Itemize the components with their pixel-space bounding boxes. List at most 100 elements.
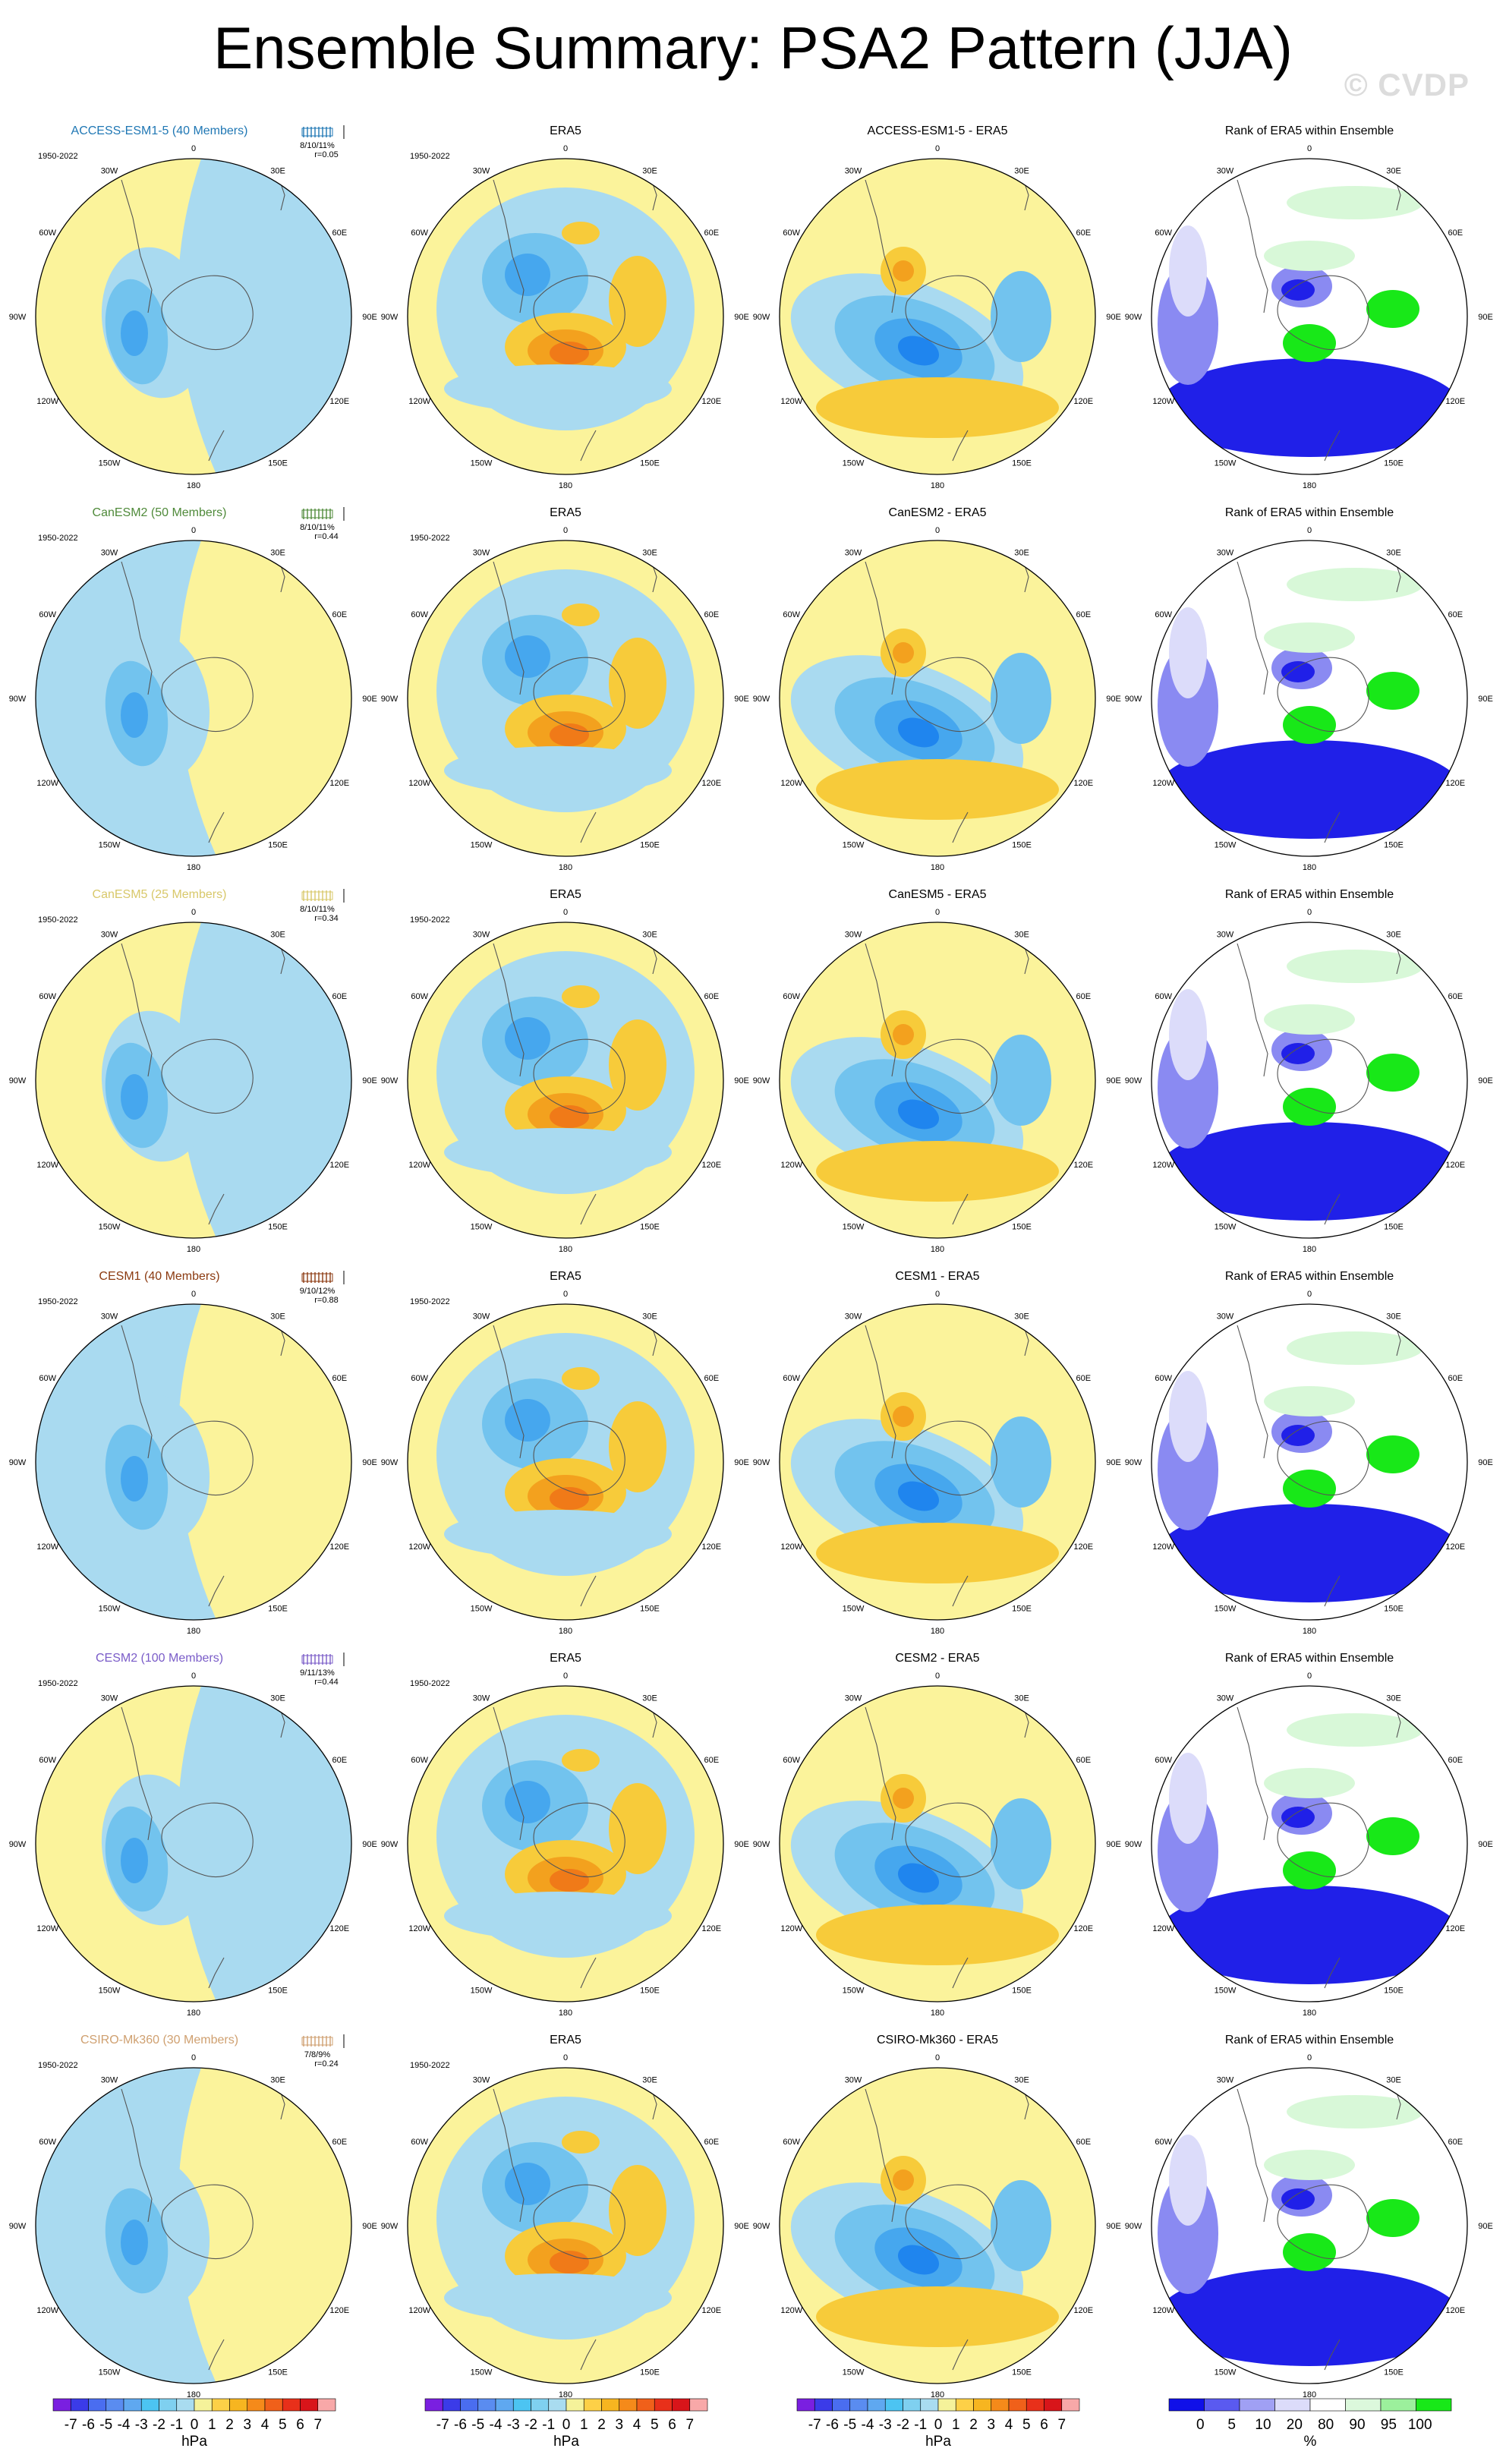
longitude-label: 30W — [845, 549, 862, 558]
anomaly-contour — [1169, 225, 1207, 317]
pattern-correlation: r=0.44 — [314, 1678, 339, 1687]
colorbar-tick-label: 3 — [243, 2417, 251, 2433]
colorbar-swatch — [1044, 2398, 1063, 2412]
anomaly-contour — [816, 1141, 1059, 1202]
anomaly-contour — [1366, 2199, 1419, 2237]
longitude-label: 30E — [1014, 167, 1029, 176]
longitude-label: 0 — [563, 2053, 568, 2062]
colorbar-swatch — [317, 2398, 336, 2412]
longitude-label: 30W — [473, 1694, 490, 1703]
longitude-label: 60W — [783, 1756, 800, 1765]
longitude-label: 120W — [780, 1161, 802, 1170]
longitude-label: 150W — [471, 1986, 493, 1995]
polar-map-diff: 0 30E 60E 90E 120E 150E 180 150W 120W 90W 60W 30W — [753, 144, 1121, 490]
anomaly-contour — [1169, 1753, 1207, 1844]
longitude-label: 60W — [783, 610, 800, 619]
antarctica-outline — [1277, 1802, 1369, 1878]
map-boundary — [779, 158, 1096, 475]
colorbar-tick-label: -4 — [118, 2417, 131, 2433]
difference-panel-title: CESM2 - ERA5 — [895, 1652, 979, 1665]
anomaly-contour — [991, 1798, 1051, 1889]
obs-panel-title: ERA5 — [550, 506, 581, 519]
new-zealand-outline — [1324, 811, 1341, 843]
anomaly-contour — [897, 1099, 940, 1130]
anomaly-contour — [991, 653, 1051, 744]
longitude-label: 90E — [734, 1076, 749, 1085]
colorbar-tick-label: -3 — [135, 2417, 148, 2433]
longitude-label: 150E — [640, 1986, 660, 1995]
longitude-label: 30E — [1386, 1312, 1401, 1322]
longitude-label: 0 — [563, 526, 568, 535]
longitude-label: 60W — [411, 992, 428, 1001]
anomaly-contour — [121, 692, 148, 738]
longitude-label: 60E — [704, 992, 719, 1001]
longitude-label: 90E — [362, 2222, 377, 2231]
longitude-label: 30W — [473, 549, 490, 558]
longitude-label: 180 — [1303, 481, 1316, 490]
colorbar-swatch — [512, 2398, 531, 2412]
polar-map-rank: 0 30E 60E 90E 120E 150E 180 150W 120W 90W 60W 30W — [1125, 526, 1493, 872]
colorbar-tick-label: 7 — [685, 2417, 694, 2433]
anomaly-contour — [505, 635, 550, 678]
antarctica-outline — [161, 1420, 254, 1496]
longitude-label: 60E — [1448, 610, 1463, 619]
anomaly-contour — [609, 1401, 666, 1492]
antarctica-outline — [161, 1802, 254, 1878]
longitude-label: 90W — [753, 1076, 770, 1085]
antarctica-outline — [161, 275, 254, 351]
colorbar-swatch — [920, 2398, 939, 2412]
longitude-label: 90W — [1125, 1840, 1142, 1849]
polar-map-diff: 0 30E 60E 90E 120E 150E 180 150W 120W 90W 60W 30W — [753, 1290, 1121, 1636]
anomaly-contour — [550, 1869, 589, 1892]
ensemble-spread-icon — [301, 1655, 333, 1664]
anomaly-contour — [562, 985, 600, 1008]
colorbar-tick-label: -5 — [471, 2417, 484, 2433]
longitude-label: 150E — [640, 1222, 660, 1231]
colorbar-tick-label: -4 — [862, 2417, 874, 2433]
anomaly-contour — [816, 1523, 1059, 1583]
anomaly-contour — [609, 1783, 666, 1874]
coastline — [493, 943, 525, 1077]
longitude-label: 150W — [99, 1222, 121, 1231]
longitude-label: 30W — [473, 931, 490, 940]
colorbar-tick-label: 6 — [668, 2417, 676, 2433]
longitude-label: 60W — [411, 2138, 428, 2147]
map-boundary — [779, 1685, 1096, 2002]
polar-map-obs: 0 30E 60E 90E 120E 150E 180 150W 120W 90W 60W 30W — [381, 908, 749, 1254]
anomaly-contour — [562, 1749, 600, 1772]
longitude-label: 180 — [559, 1627, 572, 1636]
colorbar-tick-label: 20 — [1287, 2417, 1303, 2433]
longitude-label: 120E — [701, 1542, 721, 1552]
map-boundary — [779, 1303, 1096, 1621]
longitude-label: 60E — [704, 1374, 719, 1383]
longitude-label: 30W — [101, 1694, 118, 1703]
longitude-label: 90E — [734, 1458, 749, 1467]
longitude-label: 90E — [362, 695, 377, 704]
longitude-label: 120W — [408, 397, 430, 406]
longitude-label: 30W — [101, 931, 118, 940]
map-boundary — [407, 540, 724, 857]
colorbar-swatch — [140, 2398, 159, 2412]
map-boundary — [1151, 2067, 1468, 2384]
colorbar-swatch — [973, 2398, 992, 2412]
longitude-label: 30W — [473, 167, 490, 176]
anomaly-contour — [444, 2273, 672, 2322]
longitude-label: 90E — [734, 313, 749, 322]
anomaly-contour — [444, 364, 672, 413]
longitude-label: 60W — [1155, 228, 1172, 238]
longitude-label: 90W — [381, 695, 399, 704]
longitude-label: 30W — [101, 549, 118, 558]
pattern-correlation: r=0.24 — [314, 2059, 339, 2069]
longitude-label: 30W — [845, 2076, 862, 2085]
colorbar-swatch — [1416, 2398, 1452, 2412]
longitude-label: 60W — [783, 992, 800, 1001]
longitude-label: 30W — [1217, 1694, 1234, 1703]
longitude-label: 150E — [640, 458, 660, 468]
longitude-label: 150W — [1215, 458, 1237, 468]
longitude-label: 150E — [268, 458, 288, 468]
colorbar-tick-label: 4 — [1005, 2417, 1013, 2433]
polar-map-model: 0 30E 60E 90E 120E 150E 180 150W 120W 90W 60W 30W — [9, 1290, 377, 1636]
longitude-label: 0 — [563, 144, 568, 153]
longitude-label: 30E — [270, 2076, 285, 2085]
longitude-label: 90W — [381, 1458, 399, 1467]
